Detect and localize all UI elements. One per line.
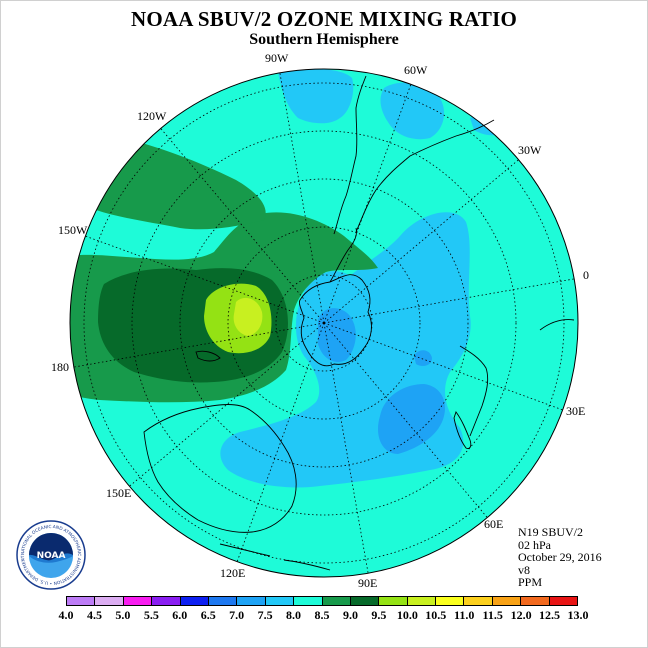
colorbar-swatch <box>521 597 550 605</box>
colorbar-tick-label: 5.5 <box>143 608 159 622</box>
colorbar-tick-label: 10.0 <box>396 608 418 622</box>
colorbar-tick-label: 4.5 <box>86 608 102 622</box>
ozone-field <box>70 69 578 577</box>
graticule <box>73 72 575 574</box>
colorbar-swatch <box>464 597 493 605</box>
latitude-circle <box>131 130 517 516</box>
date-label: October 29, 2016 <box>518 550 602 565</box>
colorbar-tick-label: 5.0 <box>115 608 131 622</box>
africa-coast <box>459 345 489 437</box>
colorbar-tick-label: 10.5 <box>425 608 447 622</box>
longitude-label-90e: 90E <box>358 576 378 590</box>
map-subtitle: Southern Hemisphere <box>249 31 399 48</box>
colorbar-tick-label: 7.5 <box>257 608 273 622</box>
latitude-circle <box>275 274 373 372</box>
colorbar-tick-label: 9.5 <box>371 608 387 622</box>
pressure-level-label: 02 hPa <box>518 537 551 552</box>
colorbar-tick-label: 8.5 <box>314 608 330 622</box>
indonesia <box>219 543 331 571</box>
colorbar-swatch <box>549 597 578 605</box>
colorbar-tick-label: 6.0 <box>172 608 188 622</box>
noaa-logo: NATIONAL OCEANIC AND ATMOSPHERIC ADMINIS… <box>16 520 86 590</box>
colorbar-labels: 4.0 4.5 5.0 5.5 6.0 6.5 7.0 7.5 8.0 8.5 9.0 9.5 10.0… <box>0 608 648 624</box>
colorbar-tick-label: 9.0 <box>342 608 358 622</box>
longitude-label-120w: 120W <box>137 109 167 123</box>
colorbar-tick-label: 8.0 <box>286 608 302 622</box>
colorbar-swatch <box>350 597 380 605</box>
colorbar-swatch <box>294 597 323 605</box>
colorbar <box>66 596 578 606</box>
colorbar-swatch <box>67 597 96 605</box>
colorbar-tick-label: 12.0 <box>510 608 532 622</box>
longitude-label-60w: 60W <box>404 63 428 77</box>
colorbar-swatch <box>265 597 295 605</box>
colorbar-swatch <box>237 597 266 605</box>
longitude-label-0: 0 <box>583 268 589 282</box>
colorbar-swatch <box>180 597 209 605</box>
madagascar <box>453 411 472 449</box>
field-level-7-0-small <box>414 350 432 366</box>
longitude-label-30e: 30E <box>566 404 586 418</box>
colorbar-swatch <box>152 597 181 605</box>
colorbar-tick-label: 11.5 <box>482 608 503 622</box>
longitude-label-60e: 60E <box>484 517 504 531</box>
new-zealand <box>195 350 221 362</box>
longitude-label-180: 180 <box>51 360 69 374</box>
latitude-circle <box>83 82 565 564</box>
colorbar-swatch <box>379 597 408 605</box>
longitude-label-90w: 90W <box>265 51 289 65</box>
longitude-label-150w: 150W <box>58 223 88 237</box>
colorbar-swatch <box>436 597 465 605</box>
units-label: PPM <box>518 575 543 590</box>
south-america-coast <box>333 75 367 235</box>
longitude-label-150e: 150E <box>106 486 132 500</box>
instrument-label: N19 SBUV/2 <box>518 525 584 539</box>
field-level-7-5-upper-right <box>380 82 445 140</box>
colorbar-swatch <box>208 597 238 605</box>
version-label: v8 <box>518 562 530 577</box>
map-boundary <box>69 68 579 578</box>
longitude-label-120e: 120E <box>220 566 246 580</box>
latitude-circle <box>179 178 469 468</box>
product-info: N19 SBUV/2 02 hPa October 29, 2016 v8 PP… <box>518 526 602 589</box>
colorbar-swatch <box>322 597 351 605</box>
field-level-10-0 <box>233 297 263 336</box>
colorbar-tick-label: 6.5 <box>200 608 216 622</box>
logo-water <box>29 556 73 578</box>
antarctic-peninsula <box>329 227 357 283</box>
field-level-7-5-top <box>278 69 354 124</box>
colorbar-swatch <box>407 597 437 605</box>
field-level-7-0-southeast <box>378 384 446 454</box>
field-level-7-0-pole <box>318 308 356 363</box>
colorbar-tick-label: 4.0 <box>58 608 74 622</box>
colorbar-swatch <box>123 597 153 605</box>
south-america-east <box>355 119 495 233</box>
map-title: NOAA SBUV/2 OZONE MIXING RATIO <box>131 7 517 31</box>
longitude-label-30w: 30W <box>518 143 542 157</box>
colorbar-tick-label: 13.0 <box>567 608 589 622</box>
australia-coast <box>143 404 297 533</box>
colorbar-swatch <box>95 597 124 605</box>
colorbar-swatch <box>492 597 522 605</box>
logo-bird-icon <box>29 533 73 561</box>
africa-east <box>539 319 575 331</box>
colorbar-tick-label: 12.5 <box>539 608 561 622</box>
latitude-circle <box>227 226 421 420</box>
colorbar-tick-label: 7.0 <box>229 608 245 622</box>
logo-text: NOAA <box>37 551 66 561</box>
antarctica-coast <box>299 274 372 367</box>
colorbar-tick-label: 11.0 <box>454 608 475 622</box>
coastlines <box>143 75 575 571</box>
